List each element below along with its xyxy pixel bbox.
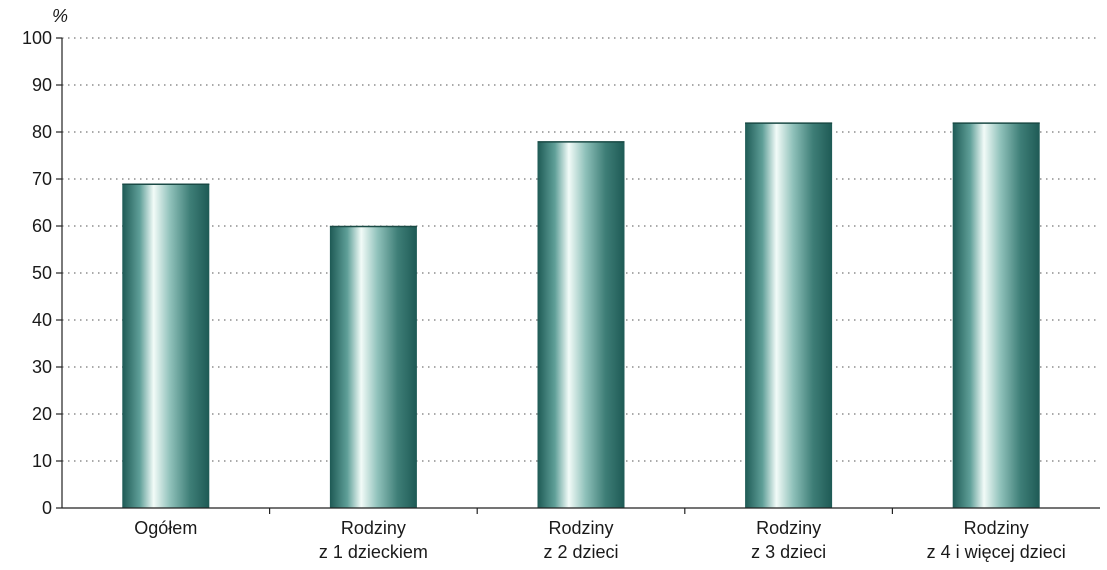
x-category-label: z 3 dzieci <box>751 542 826 562</box>
y-tick-label: 30 <box>32 357 52 377</box>
y-tick-label: 100 <box>22 28 52 48</box>
x-axis-labels: Ogółem Rodziny z 1 dzieckiem Rodziny z 2 dzi… <box>134 508 1066 562</box>
x-category-label: Rodziny <box>548 518 613 538</box>
x-category-label: Rodziny <box>964 518 1029 538</box>
x-category-label: z 2 dzieci <box>543 542 618 562</box>
y-axis-ticks: 0 10 20 30 40 50 60 70 80 90 100 <box>22 28 62 518</box>
bar <box>952 122 1040 508</box>
bars <box>122 122 1040 508</box>
y-tick-label: 80 <box>32 122 52 142</box>
y-tick-label: 10 <box>32 451 52 471</box>
bar <box>329 226 417 508</box>
y-tick-label: 70 <box>32 169 52 189</box>
y-tick-label: 40 <box>32 310 52 330</box>
gridlines <box>62 37 1100 462</box>
bar <box>745 122 833 508</box>
x-category-label: z 1 dzieckiem <box>319 542 428 562</box>
y-tick-label: 50 <box>32 263 52 283</box>
x-category-label: z 4 i więcej dzieci <box>927 542 1066 562</box>
y-tick-label: 90 <box>32 75 52 95</box>
x-category-label: Rodziny <box>756 518 821 538</box>
y-tick-label: 20 <box>32 404 52 424</box>
bar <box>122 183 210 508</box>
y-unit-label: % <box>52 6 68 26</box>
y-tick-label: 60 <box>32 216 52 236</box>
x-category-label: Ogółem <box>134 518 197 538</box>
x-category-label: Rodziny <box>341 518 406 538</box>
y-tick-label: 0 <box>42 498 52 518</box>
bar <box>537 141 625 508</box>
